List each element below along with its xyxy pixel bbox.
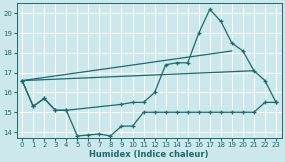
X-axis label: Humidex (Indice chaleur): Humidex (Indice chaleur) bbox=[89, 150, 209, 159]
